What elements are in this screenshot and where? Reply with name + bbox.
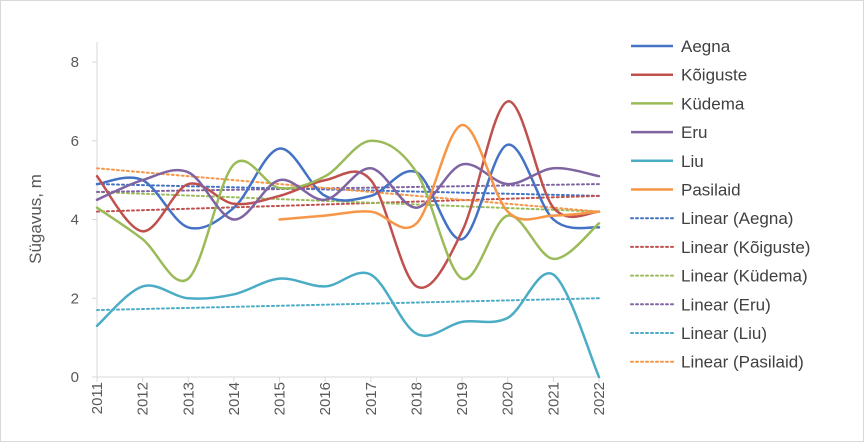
- x-tick-label: 2018: [408, 382, 425, 415]
- legend-label: Linear (Aegna): [681, 209, 793, 228]
- legend-label: Kõiguste: [681, 66, 747, 85]
- series-line-aegna: [95, 143, 601, 241]
- legend-label: Küdema: [681, 94, 745, 113]
- series-line-pasilaid: [278, 123, 601, 230]
- y-tick-label: 6: [71, 133, 79, 150]
- legend-item: Linear (Kõiguste): [630, 238, 810, 257]
- x-tick-label: 2017: [363, 382, 380, 415]
- legend-label: Linear (Kõiguste): [681, 238, 810, 257]
- legend-label: Linear (Eru): [681, 295, 771, 314]
- legend-item: Eru: [631, 123, 707, 142]
- legend-item: Linear (Küdema): [630, 267, 808, 286]
- x-tick-label: 2019: [454, 382, 471, 415]
- series-line-liu: [95, 271, 601, 379]
- x-tick-label: 2022: [591, 382, 608, 415]
- x-tick-label: 2011: [89, 382, 106, 414]
- trendline-linear-eru: [96, 183, 600, 193]
- legend-item: Küdema: [631, 94, 745, 113]
- x-tick-label: 2016: [317, 382, 334, 415]
- y-tick-label: 4: [71, 212, 79, 229]
- legend-item: Aegna: [631, 37, 731, 56]
- legend-item: Liu: [631, 152, 704, 171]
- legend-label: Linear (Liu): [681, 324, 767, 343]
- trendline-linear-liu: [96, 297, 600, 312]
- legend-label: Pasilaid: [681, 181, 741, 200]
- x-tick-label: 2012: [135, 382, 152, 415]
- legend-item: Kõiguste: [631, 66, 747, 85]
- x-tick-label: 2014: [226, 382, 243, 415]
- y-tick-label: 8: [71, 54, 79, 71]
- y-tick-label: 0: [71, 369, 79, 386]
- legend-label: Linear (Küdema): [681, 267, 808, 286]
- axes: 0 2 4 6 8 2011 2012 2013 2014 2015 2016 2017 2018 201…: [71, 42, 608, 415]
- legend-label: Aegna: [681, 37, 731, 56]
- y-tick-label: 2: [71, 290, 79, 307]
- legend-item: Linear (Pasilaid): [630, 353, 804, 372]
- x-tick-label: 2013: [180, 382, 197, 415]
- series-line-k-iguste: [95, 100, 601, 290]
- legend-item: Linear (Liu): [630, 324, 767, 343]
- legend-item: Linear (Eru): [630, 295, 771, 314]
- series-line-eru: [95, 162, 601, 221]
- trendlines: [96, 167, 600, 312]
- legend-label: Linear (Pasilaid): [681, 353, 804, 372]
- series-lines: [95, 100, 601, 379]
- legend-item: Linear (Aegna): [630, 209, 793, 228]
- legend-label: Eru: [681, 123, 707, 142]
- trendline-linear-k-iguste: [96, 194, 600, 213]
- trendline-linear-k-dema: [96, 190, 600, 213]
- trendline-linear-pasilaid: [96, 167, 600, 213]
- legend-label: Liu: [681, 152, 704, 171]
- legend: Aegna Kõiguste Küdema Eru Liu Pasilaid Linear …: [630, 37, 810, 372]
- x-tick-label: 2021: [545, 382, 562, 415]
- y-axis-title: Sügavus, m: [26, 174, 45, 264]
- x-tick-label: 2015: [272, 382, 289, 415]
- legend-item: Pasilaid: [631, 181, 741, 200]
- x-tick-label: 2020: [500, 382, 517, 415]
- series-line-k-dema: [95, 139, 601, 283]
